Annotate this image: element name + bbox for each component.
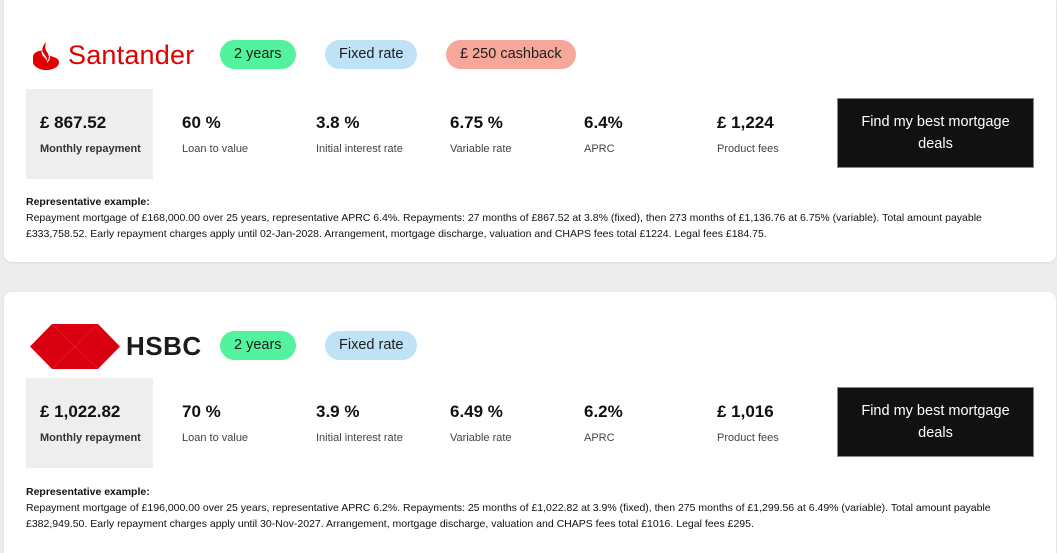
lender-name: Santander (68, 40, 195, 70)
tag-rate-type: Fixed rate (325, 331, 418, 360)
variable-rate-label: Variable rate (450, 432, 512, 444)
representative-example-title: Representative example: (26, 196, 150, 208)
product-fees-value: £ 1,224 (717, 113, 774, 132)
deal-stats: £ 867.52 Monthly repayment 60 % Loan to … (26, 89, 1056, 179)
initial-rate-value: 3.9 % (316, 402, 360, 421)
lender-name: HSBC (126, 331, 202, 361)
ltv-value: 60 % (182, 113, 221, 132)
monthly-repayment-box: £ 867.52 Monthly repayment (26, 89, 153, 179)
initial-rate-label: Initial interest rate (316, 143, 403, 155)
monthly-repayment-value: £ 1,022.82 (40, 402, 121, 421)
ltv-label: Loan to value (182, 143, 249, 155)
tag-term: 2 years (220, 331, 296, 360)
deal-card-hsbc: HSBC 2 years Fixed rate £ 1,022.82 Month… (4, 292, 1056, 553)
find-best-deals-button[interactable]: Find my best mortgage deals (837, 387, 1034, 457)
aprc-label: APRC (584, 432, 615, 444)
product-fees-label: Product fees (717, 143, 779, 155)
tag-rate-type: Fixed rate (325, 40, 418, 69)
representative-example: Representative example: Repayment mortga… (26, 194, 1036, 242)
representative-example-title: Representative example: (26, 486, 150, 498)
aprc-value: 6.4% (584, 113, 623, 132)
monthly-repayment-value: £ 867.52 (40, 113, 107, 132)
variable-rate-value: 6.49 % (450, 402, 503, 421)
product-fees-value: £ 1,016 (717, 402, 774, 421)
ltv-value: 70 % (182, 402, 221, 421)
tag-cashback: £ 250 cashback (446, 40, 576, 69)
tag-term: 2 years (220, 40, 296, 69)
hsbc-logo: HSBC (30, 324, 202, 369)
product-fees-label: Product fees (717, 432, 779, 444)
aprc-label: APRC (584, 143, 615, 155)
initial-rate-label: Initial interest rate (316, 432, 403, 444)
deal-stats: £ 1,022.82 Monthly repayment 70 % Loan t… (26, 378, 1056, 468)
hsbc-hexagon-icon (30, 324, 120, 369)
variable-rate-label: Variable rate (450, 143, 512, 155)
representative-example: Representative example: Repayment mortga… (26, 484, 1036, 532)
find-best-deals-button[interactable]: Find my best mortgage deals (837, 98, 1034, 168)
aprc-value: 6.2% (584, 402, 623, 421)
santander-logo: Santander (30, 40, 194, 71)
variable-rate-value: 6.75 % (450, 113, 503, 132)
deal-card-santander: Santander 2 years Fixed rate £ 250 cashb… (4, 0, 1056, 262)
representative-example-text: Repayment mortgage of £168,000.00 over 2… (26, 212, 982, 240)
santander-flame-icon (33, 41, 59, 70)
initial-rate-value: 3.8 % (316, 113, 360, 132)
representative-example-text: Repayment mortgage of £196,000.00 over 2… (26, 502, 991, 530)
ltv-label: Loan to value (182, 432, 249, 444)
monthly-repayment-box: £ 1,022.82 Monthly repayment (26, 378, 153, 468)
monthly-repayment-label: Monthly repayment (40, 432, 141, 444)
monthly-repayment-label: Monthly repayment (40, 143, 141, 155)
